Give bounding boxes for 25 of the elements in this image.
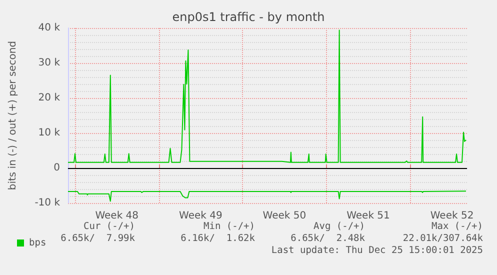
text: 22.01k/307.64k <box>402 233 483 244</box>
x-tick-label: Week 51 <box>346 210 390 222</box>
y-axis-title: bits in (-) / out (+) per second <box>8 40 18 190</box>
line-series <box>68 30 467 163</box>
y-tick-label: 20 k <box>38 92 60 104</box>
text: 6.65k/ 7.99k <box>60 233 135 244</box>
text: 6.16k/ 1.62k <box>180 233 255 244</box>
y-tick-label: 40 k <box>38 22 60 34</box>
chart-title: enp0s1 traffic - by month <box>172 10 325 24</box>
x-tick-label: Week 52 <box>430 210 474 222</box>
line-series <box>68 190 467 202</box>
y-tick-label: 0 <box>54 162 60 174</box>
text: Last update: Thu Dec 25 15:00:01 2025 <box>271 245 483 256</box>
y-tick-label: 10 k <box>38 128 60 138</box>
legend-label: bps <box>29 238 46 248</box>
text: Avg (-/+) <box>314 221 365 232</box>
text: Max (-/+) <box>432 221 483 232</box>
x-tick-label: Week 48 <box>95 210 139 222</box>
text: Cur (-/+) <box>84 221 135 232</box>
text: Min (-/+) <box>204 221 255 232</box>
text: 6.65k/ 2.48k <box>290 233 365 244</box>
y-tick-label: -10 k <box>34 198 60 208</box>
x-tick-label: Week 50 <box>262 210 306 222</box>
x-tick-label: Week 49 <box>179 210 222 222</box>
y-tick-label: 30 k <box>38 58 60 68</box>
